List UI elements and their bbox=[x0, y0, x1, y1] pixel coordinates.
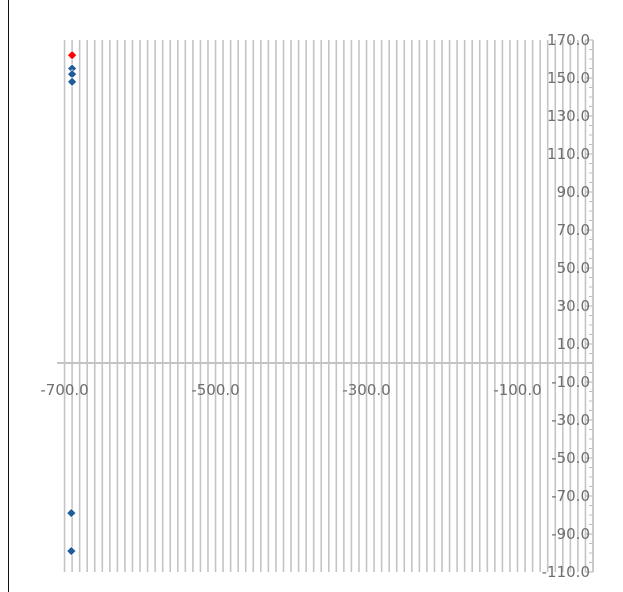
x-tick-label: -500.0 bbox=[191, 381, 239, 399]
x-tick-label: -100.0 bbox=[493, 381, 541, 399]
y-tick-label: -70.0 bbox=[551, 487, 590, 505]
y-tick-label: 10.0 bbox=[557, 335, 590, 353]
y-tick-label: -10.0 bbox=[551, 373, 590, 391]
y-tick-label: -50.0 bbox=[551, 449, 590, 467]
y-tick-label: -90.0 bbox=[551, 525, 590, 543]
y-tick-label: 50.0 bbox=[557, 259, 590, 277]
y-tick-label: 150.0 bbox=[547, 69, 590, 87]
data-point bbox=[67, 76, 78, 87]
y-tick-label: 110.0 bbox=[547, 145, 590, 163]
data-point bbox=[66, 546, 77, 557]
y-tick-label: 90.0 bbox=[557, 183, 590, 201]
grid bbox=[63, 40, 594, 572]
y-tick-label: -110.0 bbox=[542, 563, 590, 581]
data-points bbox=[66, 50, 78, 557]
axes bbox=[57, 39, 594, 573]
tick-labels: 170.0 150.0 130.0 110.0 90.0 70.0 50.0 30.0 10.0… bbox=[40, 31, 590, 581]
y-tick-label: 130.0 bbox=[547, 107, 590, 125]
data-point bbox=[66, 508, 77, 519]
y-tick-label: 30.0 bbox=[557, 297, 590, 315]
x-tick-label: -700.0 bbox=[40, 381, 88, 399]
y-tick-label: 70.0 bbox=[557, 221, 590, 239]
data-point bbox=[67, 50, 78, 61]
x-tick-label: -300.0 bbox=[342, 381, 390, 399]
y-tick-label: 170.0 bbox=[547, 31, 590, 49]
left-frame-border bbox=[8, 0, 9, 592]
y-tick-label: -30.0 bbox=[551, 411, 590, 429]
